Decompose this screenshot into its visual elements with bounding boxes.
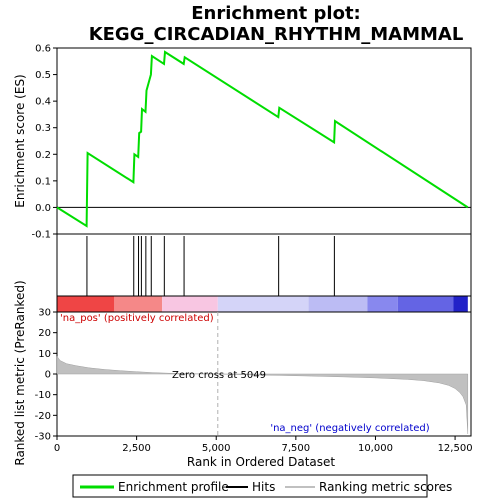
- ranking-metric-area: [56, 355, 469, 434]
- chart-title-line2: KEGG_CIRCADIAN_RHYTHM_MAMMAL: [89, 24, 464, 45]
- legend: Enrichment profile Hits Ranking metric s…: [72, 474, 452, 498]
- ranked-y-tick-label: -20: [35, 411, 51, 422]
- legend-ranking-label: Ranking metric scores: [319, 480, 452, 494]
- hits-lines: [86, 236, 335, 296]
- ranked-x-tick-label: 10,000: [358, 443, 393, 454]
- colorbar-segment: [367, 296, 398, 312]
- colorbar-segment: [57, 296, 115, 312]
- enrichment-profile-line: [56, 50, 469, 228]
- hits-panel: [56, 233, 472, 297]
- es-panel-frame: [56, 47, 472, 235]
- legend-frame: [72, 474, 428, 498]
- legend-enrichment-label: Enrichment profile: [118, 480, 229, 494]
- colorbar-segment: [453, 296, 468, 312]
- es-y-tick-label: 0.5: [35, 70, 51, 81]
- es-y-tick-label: 0.1: [35, 176, 51, 187]
- annotation-na-neg: 'na_neg' (negatively correlated): [270, 423, 429, 434]
- ranked-x-axis-label: Rank in Ordered Dataset: [187, 455, 335, 469]
- chart-title-line1: Enrichment plot:: [191, 3, 361, 24]
- es-y-axis-label: Enrichment score (ES): [13, 74, 27, 207]
- es-y-tick-label: 0.2: [35, 150, 51, 161]
- ranked-metric-panel: -30 -20 -10 0 10 20 30 0 2,500 5,000 7,500 10,000 1…: [35, 308, 473, 455]
- ranked-x-tick-label: 2,500: [122, 443, 151, 454]
- colorbar-segment: [217, 296, 309, 312]
- ranked-y-tick-label: -30: [35, 432, 51, 443]
- es-y-tick-label: 0.6: [35, 44, 51, 55]
- es-y-tick-label: 0.4: [35, 97, 51, 108]
- annotation-na-pos: 'na_pos' (positively correlated): [60, 313, 214, 324]
- es-y-tick-label: 0.3: [35, 123, 51, 134]
- es-y-tick-label: -0.1: [31, 230, 51, 241]
- ranked-y-ticks: -30 -20 -10 0 10 20 30: [35, 308, 57, 443]
- ranked-y-tick-label: -10: [35, 390, 51, 401]
- ranked-y-tick-label: 20: [38, 328, 51, 339]
- ranked-x-tick-label: 5,000: [202, 443, 231, 454]
- es-y-ticks: -0.1 0.0 0.1 0.2 0.3 0.4 0.5 0.6: [31, 44, 57, 241]
- es-panel: -0.1 0.0 0.1 0.2 0.3 0.4 0.5 0.6: [31, 44, 472, 241]
- legend-hits-label: Hits: [252, 480, 275, 494]
- ranked-x-tick-label: 12,500: [438, 443, 473, 454]
- es-y-tick-label: 0.0: [35, 203, 51, 214]
- ranked-y-axis-label: Ranked list metric (PreRanked): [13, 280, 27, 465]
- annotation-zero-cross: Zero cross at 5049: [172, 370, 266, 381]
- colorbar-segment: [114, 296, 163, 312]
- ranked-y-tick-label: 10: [38, 349, 51, 360]
- colorbar-segment: [162, 296, 218, 312]
- ranking-colorbar: [56, 295, 472, 313]
- ranked-x-tick-label: 0: [54, 443, 60, 454]
- colorbar-segment: [397, 296, 454, 312]
- ranked-x-tick-label: 7,500: [282, 443, 311, 454]
- ranked-y-tick-label: 0: [45, 370, 51, 381]
- ranked-x-ticks: 0 2,500 5,000 7,500 10,000 12,500: [54, 436, 473, 454]
- ranked-y-tick-label: 30: [38, 308, 51, 319]
- hits-panel-frame: [56, 233, 472, 297]
- colorbar-segment: [308, 296, 368, 312]
